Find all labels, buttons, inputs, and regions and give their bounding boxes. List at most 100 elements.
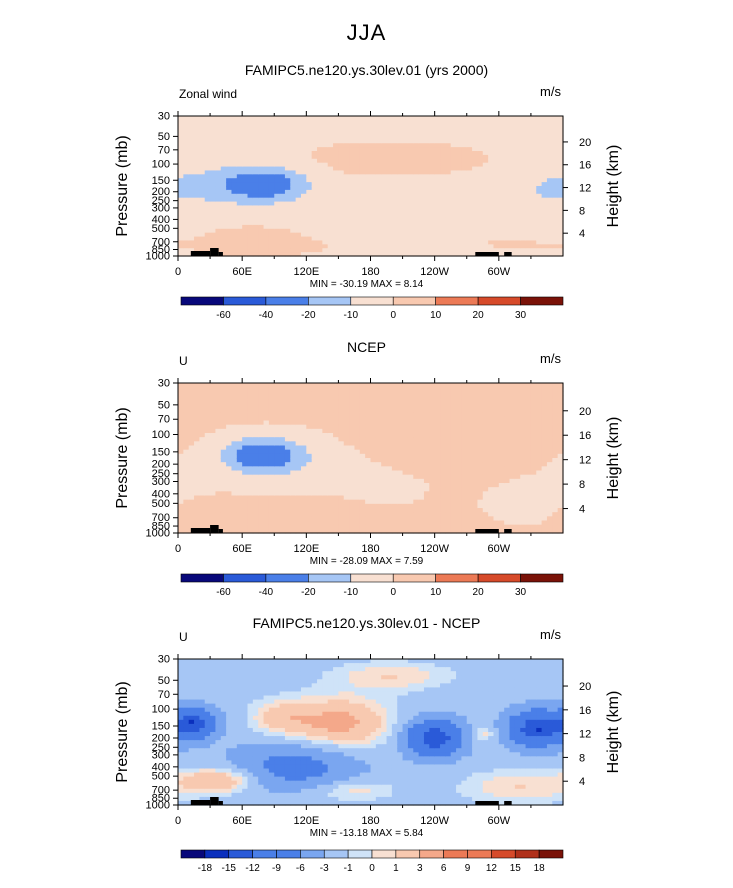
contour-cell — [450, 217, 457, 222]
contour-cell — [263, 232, 270, 238]
contour-cell — [349, 441, 356, 447]
contour-cell — [445, 491, 452, 497]
contour-cell — [536, 209, 543, 214]
contour-cell — [423, 420, 430, 426]
contour-cell — [418, 395, 425, 401]
contour-cell — [306, 119, 313, 125]
contour-cell — [391, 408, 398, 413]
contour-cell — [247, 412, 254, 417]
contour-cell — [317, 174, 323, 179]
contour-cell — [375, 127, 382, 133]
contour-cell — [493, 395, 500, 401]
contour-cell — [210, 428, 217, 434]
contour-cell — [178, 487, 184, 492]
contour-cell — [365, 403, 372, 409]
contour-cell — [488, 139, 495, 144]
contour-cell — [188, 182, 195, 187]
contour-cell — [450, 228, 457, 234]
contour-cell — [397, 449, 404, 455]
contour-cell — [349, 428, 356, 434]
contour-cell — [509, 528, 516, 534]
contour-cell — [279, 232, 286, 238]
colorbar-label: -60 — [216, 310, 231, 321]
contour-cell — [322, 516, 329, 522]
contour-cell — [530, 205, 537, 210]
contour-cell — [317, 178, 323, 183]
contour-cell — [440, 499, 446, 505]
contour-cell — [204, 232, 211, 238]
contour-cell — [194, 151, 200, 156]
contour-cell — [178, 433, 184, 438]
contour-cell — [525, 162, 532, 168]
contour-cell — [386, 244, 393, 249]
contour-cell — [343, 383, 350, 388]
contour-cell — [311, 470, 318, 476]
contour-cell — [402, 491, 409, 497]
p-tick-label: 150 — [152, 175, 170, 187]
contour-cell — [397, 123, 404, 129]
contour-cell — [381, 236, 388, 242]
contour-cell — [343, 495, 350, 501]
contour-cell — [418, 236, 425, 242]
contour-cell — [514, 154, 521, 160]
contour-cell — [199, 131, 206, 137]
contour-cell — [525, 178, 532, 183]
contour-cell — [472, 217, 479, 222]
contour-cell — [247, 162, 254, 168]
contour-cell — [343, 197, 350, 203]
contour-cell — [482, 197, 489, 203]
contour-cell — [407, 433, 414, 438]
contour-cell — [306, 147, 313, 152]
contour-cell — [242, 189, 249, 195]
contour-cell — [252, 424, 259, 430]
contour-cell — [488, 166, 495, 172]
contour-cell — [397, 437, 404, 442]
contour-cell — [231, 499, 238, 505]
contour-cell — [557, 162, 564, 168]
contour-cell — [365, 453, 372, 459]
contour-cell — [226, 470, 233, 476]
contour-cell — [407, 186, 414, 191]
contour-cell — [183, 178, 190, 183]
contour-cell — [284, 391, 291, 397]
contour-cell — [306, 244, 313, 249]
contour-cell — [194, 458, 200, 463]
contour-cell — [434, 147, 441, 152]
contour-cell — [514, 123, 521, 129]
contour-cell — [274, 433, 281, 438]
contour-cell — [391, 240, 398, 245]
contour-cell — [504, 240, 511, 245]
contour-cell — [477, 240, 484, 245]
contour-cell — [365, 528, 372, 534]
contour-cell — [434, 416, 441, 422]
contour-cell — [386, 209, 393, 214]
contour-cell — [359, 154, 366, 160]
contour-cell — [306, 512, 313, 517]
contour-cell — [375, 139, 382, 144]
contour-cell — [290, 232, 297, 238]
contour-cell — [456, 221, 463, 226]
contour-cell — [440, 508, 446, 513]
contour-cell — [450, 412, 457, 417]
contour-cell — [429, 182, 436, 187]
contour-cell — [509, 213, 516, 218]
contour-cell — [445, 437, 452, 442]
contour-cell — [215, 391, 222, 397]
contour-cell — [188, 495, 195, 501]
contour-cell — [440, 424, 446, 430]
contour-cell — [418, 131, 425, 137]
contour-cell — [423, 449, 430, 455]
contour-cell — [472, 244, 479, 249]
contour-cell — [466, 449, 473, 455]
contour-cell — [290, 445, 297, 451]
contour-cell — [525, 147, 532, 152]
contour-cell — [482, 135, 489, 140]
contour-cell — [525, 228, 532, 234]
contour-cell — [472, 416, 479, 422]
contour-cell — [194, 391, 200, 397]
contour-cell — [322, 193, 329, 199]
contour-cell — [252, 462, 259, 467]
contour-cell — [199, 516, 206, 522]
contour-cell — [311, 162, 318, 168]
contour-cell — [247, 174, 254, 179]
